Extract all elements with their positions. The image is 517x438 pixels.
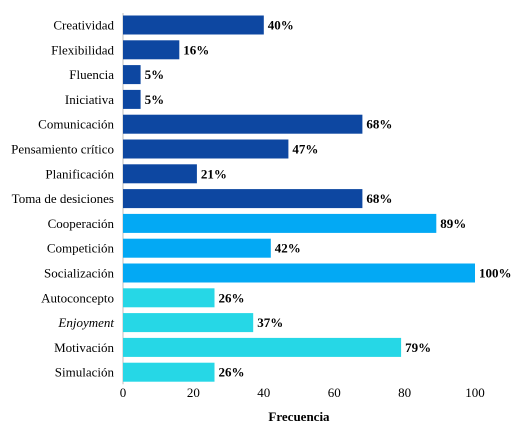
category-label: Enjoyment (57, 315, 114, 330)
category-labels: Creatividad Flexibilidad Fluencia Iniciativ… (11, 18, 114, 380)
category-label: Socialización (44, 266, 115, 281)
x-tick-label: 0 (120, 385, 127, 400)
category-label: Motivación (54, 340, 114, 355)
bar (123, 139, 289, 159)
data-label: 37% (257, 315, 283, 330)
data-label: 5% (145, 67, 165, 82)
data-label: 26% (219, 365, 245, 380)
category-label: Comunicación (38, 117, 114, 132)
data-label: 5% (145, 92, 165, 107)
category-label: Creatividad (53, 18, 114, 33)
category-label: Simulación (55, 365, 115, 380)
category-label: Fluencia (69, 67, 114, 82)
data-label: 21% (201, 166, 227, 181)
data-label: 89% (440, 216, 466, 231)
bar (123, 40, 180, 60)
data-label: 40% (268, 18, 294, 33)
bars-layer (123, 15, 475, 382)
bar (123, 238, 271, 258)
category-label: Cooperación (48, 216, 115, 231)
bar (123, 164, 197, 184)
bar (123, 362, 215, 382)
category-label: Toma de desiciones (12, 191, 114, 206)
data-label: 68% (366, 191, 392, 206)
data-label: 68% (366, 117, 392, 132)
category-label: Autoconcepto (41, 290, 114, 305)
x-axis-title: Frecuencia (268, 409, 330, 424)
data-label: 42% (275, 241, 301, 256)
bar (123, 337, 402, 357)
bar (123, 114, 363, 134)
bar (123, 263, 475, 283)
data-label: 26% (219, 290, 245, 305)
bar (123, 288, 215, 308)
x-tick-label: 40 (257, 385, 270, 400)
x-tick-label: 60 (328, 385, 341, 400)
category-label: Pensamiento crítico (11, 142, 114, 157)
bar (123, 15, 264, 35)
data-label: 47% (292, 142, 318, 157)
category-label: Planificación (45, 166, 114, 181)
bar (123, 313, 254, 333)
category-label: Flexibilidad (51, 42, 114, 57)
x-axis-tick-labels: 0 20 40 60 80 100 (120, 385, 485, 400)
x-tick-label: 100 (465, 385, 485, 400)
data-label: 100% (479, 266, 512, 281)
x-tick-label: 20 (187, 385, 200, 400)
data-label: 16% (183, 42, 209, 57)
bar (123, 89, 141, 109)
category-label: Iniciativa (65, 92, 114, 107)
data-label: 79% (405, 340, 431, 355)
bar (123, 213, 437, 233)
category-label: Competición (47, 241, 115, 256)
x-tick-label: 80 (398, 385, 411, 400)
data-labels: 40% 16% 5% 5% 68% 47% 21% 68% 89% 42% 100% 26% 37% 79… (145, 18, 512, 380)
bar (123, 65, 141, 85)
bar (123, 189, 363, 209)
